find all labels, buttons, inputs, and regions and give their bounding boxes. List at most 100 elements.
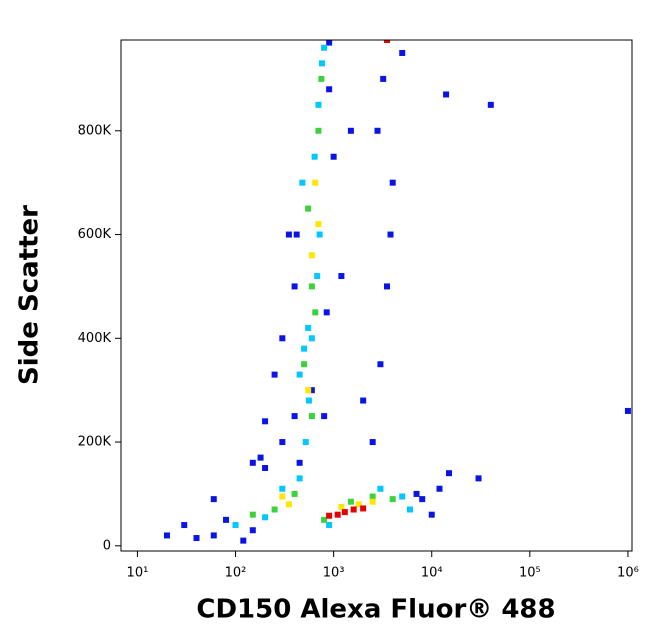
data-point	[249, 459, 256, 466]
data-point	[210, 532, 217, 539]
data-point	[338, 273, 345, 280]
data-point	[305, 387, 312, 394]
data-point	[271, 371, 278, 378]
data-point	[487, 101, 494, 108]
data-point	[232, 522, 239, 529]
data-point	[374, 127, 381, 134]
data-point	[296, 459, 303, 466]
data-point	[334, 511, 341, 518]
x-tick-label: 10¹	[127, 566, 149, 581]
data-point	[389, 179, 396, 186]
data-point	[326, 512, 333, 519]
data-point	[419, 496, 426, 503]
data-point	[318, 60, 325, 67]
data-point	[279, 485, 286, 492]
x-tick-label: 10⁴	[421, 566, 443, 581]
data-point	[308, 413, 315, 420]
data-point	[413, 490, 420, 497]
data-point	[296, 371, 303, 378]
data-point	[380, 75, 387, 82]
data-point	[360, 505, 367, 512]
data-point	[301, 345, 308, 352]
data-point	[163, 532, 170, 539]
data-point	[347, 498, 354, 505]
y-tick-label: 200K	[78, 435, 112, 450]
data-point	[355, 501, 362, 508]
data-point	[377, 361, 384, 368]
data-point	[249, 511, 256, 518]
data-point	[293, 231, 300, 238]
x-tick-label: 10⁵	[519, 566, 541, 581]
data-point	[399, 49, 406, 56]
data-point	[326, 40, 333, 46]
data-point	[305, 205, 312, 212]
data-point	[312, 309, 319, 316]
data-point	[271, 506, 278, 513]
data-point	[302, 439, 309, 446]
data-point	[181, 522, 188, 529]
data-point	[326, 86, 333, 93]
data-point	[330, 153, 337, 160]
data-point	[249, 527, 256, 534]
data-point	[305, 324, 312, 331]
data-point	[399, 493, 406, 500]
data-point	[193, 535, 200, 542]
data-point	[315, 127, 322, 134]
data-point	[315, 221, 322, 228]
data-point	[285, 231, 292, 238]
data-point	[308, 252, 315, 259]
data-point	[377, 485, 384, 492]
data-point	[301, 361, 308, 368]
data-point	[389, 496, 396, 503]
data-point	[299, 179, 306, 186]
y-tick-label: 600K	[78, 227, 112, 242]
data-point	[321, 516, 328, 523]
data-point	[323, 309, 330, 316]
data-point	[384, 40, 391, 43]
data-point	[384, 283, 391, 290]
y-axis-title: Side Scatter	[15, 205, 45, 385]
y-tick-label: 800K	[78, 123, 112, 138]
data-point	[240, 537, 247, 544]
x-tick-label: 10²	[225, 566, 247, 581]
data-point	[475, 475, 482, 482]
data-point	[326, 522, 333, 529]
data-point	[321, 44, 328, 51]
plot-area	[163, 40, 631, 544]
data-point	[257, 454, 264, 461]
data-point	[308, 283, 315, 290]
data-point	[341, 509, 348, 516]
y-tick-label: 400K	[78, 331, 112, 346]
data-point	[347, 127, 354, 134]
data-point	[624, 407, 631, 414]
data-point	[315, 101, 322, 108]
data-point	[296, 475, 303, 482]
data-point	[308, 387, 315, 394]
data-point	[406, 506, 413, 513]
data-point	[316, 231, 323, 238]
data-point	[428, 511, 435, 518]
data-point	[443, 91, 450, 98]
data-point	[369, 493, 376, 500]
data-point	[279, 335, 286, 342]
data-point	[291, 283, 298, 290]
data-point	[446, 470, 453, 477]
data-point	[350, 506, 357, 513]
data-point	[338, 503, 345, 510]
data-point	[285, 501, 292, 508]
data-point	[369, 439, 376, 446]
x-tick-label: 10³	[323, 566, 345, 581]
data-point	[318, 75, 325, 82]
data-point	[387, 231, 394, 238]
data-point	[279, 439, 286, 446]
data-point	[305, 397, 312, 404]
data-point	[311, 153, 318, 160]
data-point	[210, 496, 217, 503]
x-tick-label: 10⁶	[617, 566, 639, 581]
data-point	[223, 516, 230, 523]
data-point	[262, 514, 269, 521]
data-point	[436, 485, 443, 492]
data-point	[262, 464, 269, 471]
plot-frame	[120, 39, 633, 552]
